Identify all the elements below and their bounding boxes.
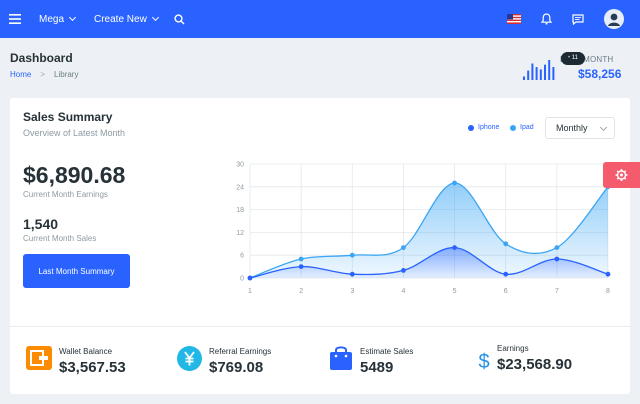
legend-ipad: Ipad — [510, 124, 534, 131]
wallet-icon — [26, 346, 52, 370]
chevron-right-icon: > — [40, 70, 46, 79]
sparkline-tooltip: • 11 — [561, 52, 586, 65]
series-area-iphone — [250, 247, 608, 278]
x-tick-label: 5 — [453, 288, 457, 295]
legend-ipad-label: Ipad — [520, 124, 534, 131]
us-flag-icon[interactable] — [507, 0, 521, 38]
page-title: Dashboard — [10, 51, 73, 65]
create-new-label: Create New — [94, 13, 147, 25]
data-point-ipad[interactable] — [554, 245, 560, 250]
sparkline-bar — [539, 69, 542, 80]
y-tick-label: 0 — [240, 276, 244, 283]
data-point-ipad[interactable] — [401, 245, 406, 250]
last-month-value: $58,256 — [578, 67, 622, 81]
y-tick-label: 6 — [240, 253, 244, 260]
x-tick-label: 4 — [401, 288, 405, 295]
data-point-iphone[interactable] — [298, 264, 304, 269]
data-point-iphone[interactable] — [452, 245, 457, 250]
current-month-sales-value: 1,540 — [23, 216, 59, 232]
legend-dot-icon — [510, 124, 516, 131]
series-line-iphone — [249, 246, 609, 279]
sparkline-bar — [552, 67, 555, 80]
y-tick-label: 30 — [236, 162, 244, 169]
period-select[interactable]: Monthly — [545, 117, 615, 139]
legend-iphone-label: Iphone — [478, 124, 500, 131]
sparkline-bar — [548, 60, 551, 80]
estimate-sales-label: Estimate Sales — [360, 347, 414, 356]
card-divider — [10, 326, 630, 327]
chevron-down-icon — [151, 13, 159, 22]
message-icon[interactable] — [572, 0, 584, 38]
wallet-balance-value: $3,567.53 — [59, 359, 126, 376]
data-point-ipad[interactable] — [503, 241, 509, 247]
x-tick-label: 7 — [555, 288, 559, 295]
chevron-down-icon — [68, 13, 77, 22]
series-area-ipad — [250, 182, 608, 278]
x-tick-label: 8 — [606, 288, 610, 295]
last-month-label: LAST MONTH — [560, 55, 614, 64]
user-avatar[interactable] — [604, 0, 624, 38]
x-tick-label: 6 — [504, 288, 508, 295]
x-tick-label: 2 — [299, 288, 303, 295]
data-point-iphone[interactable] — [605, 271, 611, 277]
x-tick-label: 3 — [350, 288, 354, 295]
hamburger-menu-icon[interactable] — [9, 0, 21, 38]
estimate-sales-value: 5489 — [360, 359, 394, 376]
sparkline-bar — [527, 70, 530, 80]
sales-summary-card — [10, 98, 630, 394]
data-point-iphone[interactable] — [247, 275, 253, 281]
current-month-earnings-label: Current Month Earnings — [23, 190, 108, 199]
sales-summary-subtitle: Overview of Latest Month — [23, 128, 126, 138]
shopping-bag-icon — [330, 346, 352, 370]
svg-text:$: $ — [478, 351, 489, 372]
last-month-summary-button[interactable]: Last Month Summary — [23, 254, 130, 288]
current-month-sales-label: Current Month Sales — [23, 234, 97, 243]
last-month-sparkline — [523, 60, 555, 80]
legend-iphone: Iphone — [468, 124, 499, 131]
wallet-balance-label: Wallet Balance — [59, 347, 113, 356]
sparkline-bar — [531, 63, 534, 80]
data-point-iphone[interactable] — [349, 271, 355, 277]
settings-toggle[interactable] — [603, 162, 640, 188]
referral-earnings-label: Referral Earnings — [209, 347, 272, 356]
top-navbar: Mega Create New — [0, 0, 640, 38]
y-tick-label: 18 — [236, 207, 244, 214]
search-icon[interactable] — [174, 0, 185, 38]
data-point-ipad[interactable] — [349, 252, 355, 258]
period-select-value: Monthly — [556, 123, 588, 133]
sales-summary-title: Sales Summary — [23, 110, 113, 124]
y-tick-label: 24 — [236, 184, 244, 191]
dollar-icon: $ — [478, 351, 489, 372]
data-point-iphone[interactable] — [401, 268, 406, 273]
mega-menu-dropdown[interactable]: Mega — [39, 0, 77, 38]
gear-icon — [615, 169, 628, 181]
breadcrumb: Home > Library — [10, 70, 78, 79]
sparkline-bar — [523, 76, 525, 80]
data-point-iphone[interactable] — [503, 271, 509, 277]
y-tick-label: 12 — [236, 230, 244, 237]
bell-icon[interactable] — [541, 0, 552, 38]
sparkline-bar — [544, 64, 546, 80]
current-month-earnings-value: $6,890.68 — [23, 162, 126, 188]
breadcrumb-home-link[interactable]: Home — [10, 70, 32, 79]
create-new-dropdown[interactable]: Create New — [94, 0, 159, 38]
legend-dot-icon — [468, 124, 474, 131]
referral-earnings-value: $769.08 — [209, 359, 264, 376]
sparkline-bar — [535, 67, 538, 80]
mega-menu-label: Mega — [39, 13, 65, 25]
chevron-down-icon — [599, 123, 608, 132]
data-point-ipad[interactable] — [298, 256, 304, 262]
earnings-label: Earnings — [497, 344, 529, 353]
earnings-value: $23,568.90 — [497, 356, 573, 373]
breadcrumb-current: Library — [54, 70, 79, 79]
data-point-ipad[interactable] — [452, 180, 457, 186]
sparkline-tooltip-value: 11 — [571, 55, 579, 61]
data-point-iphone[interactable] — [554, 256, 560, 262]
x-tick-label: 1 — [248, 288, 252, 295]
yuan-coin-icon — [177, 346, 202, 371]
